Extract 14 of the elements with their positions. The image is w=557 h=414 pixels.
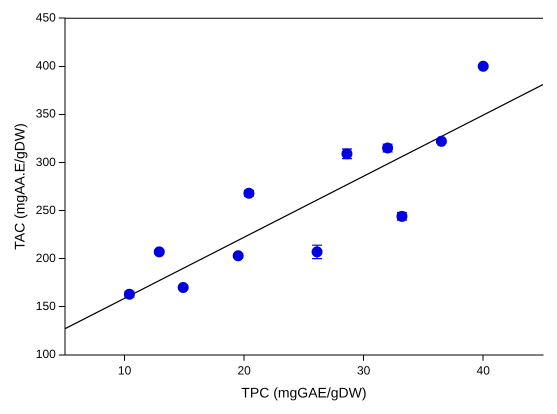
y-tick-label: 200 bbox=[36, 250, 56, 265]
y-tick-label: 100 bbox=[36, 347, 56, 362]
y-axis-title: TAC (mgAA.E/gDW) bbox=[11, 123, 28, 250]
y-tick-label: 150 bbox=[36, 299, 56, 314]
y-tick-label: 350 bbox=[36, 106, 56, 121]
y-tick-label: 400 bbox=[36, 58, 56, 73]
y-tick-label: 250 bbox=[36, 202, 56, 217]
y-tick-label: 300 bbox=[36, 154, 56, 169]
x-tick-label: 20 bbox=[237, 363, 252, 378]
y-tick-label: 450 bbox=[36, 10, 56, 25]
x-axis-title: TPC (mgGAE/gDW) bbox=[241, 384, 367, 400]
x-tick-label: 30 bbox=[357, 363, 371, 378]
x-tick-label: 10 bbox=[118, 363, 132, 378]
x-tick-label: 40 bbox=[476, 363, 490, 378]
